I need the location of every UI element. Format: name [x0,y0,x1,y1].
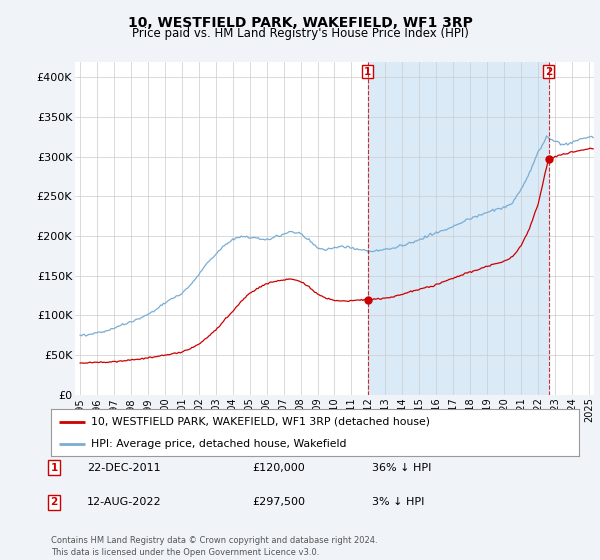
Text: 10, WESTFIELD PARK, WAKEFIELD, WF1 3RP (detached house): 10, WESTFIELD PARK, WAKEFIELD, WF1 3RP (… [91,417,430,427]
Bar [368,62,548,395]
Text: 1: 1 [364,67,371,77]
Text: 12-AUG-2022: 12-AUG-2022 [87,497,161,507]
Text: 3% ↓ HPI: 3% ↓ HPI [372,497,424,507]
Text: HPI: Average price, detached house, Wakefield: HPI: Average price, detached house, Wake… [91,438,346,449]
Text: 36% ↓ HPI: 36% ↓ HPI [372,463,431,473]
Text: 2: 2 [50,497,58,507]
Text: 2: 2 [545,67,552,77]
Text: Contains HM Land Registry data © Crown copyright and database right 2024.
This d: Contains HM Land Registry data © Crown c… [51,536,377,557]
Text: Price paid vs. HM Land Registry's House Price Index (HPI): Price paid vs. HM Land Registry's House … [131,27,469,40]
Text: £297,500: £297,500 [252,497,305,507]
Text: 10, WESTFIELD PARK, WAKEFIELD, WF1 3RP: 10, WESTFIELD PARK, WAKEFIELD, WF1 3RP [128,16,472,30]
Text: 1: 1 [50,463,58,473]
Text: £120,000: £120,000 [252,463,305,473]
Text: 22-DEC-2011: 22-DEC-2011 [87,463,161,473]
